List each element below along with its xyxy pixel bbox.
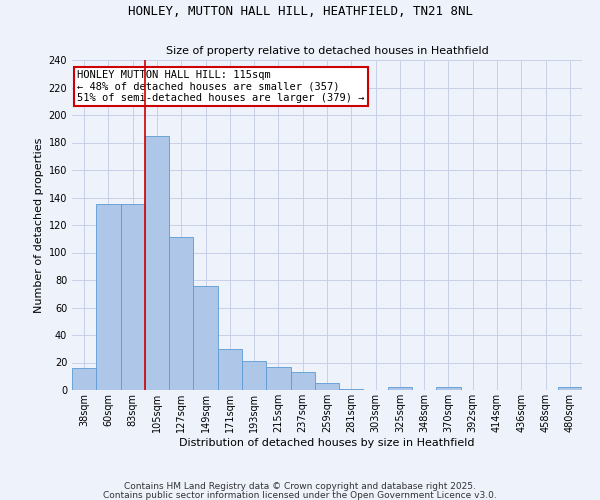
Bar [558, 387, 582, 390]
Text: HONLEY, MUTTON HALL HILL, HEATHFIELD, TN21 8NL: HONLEY, MUTTON HALL HILL, HEATHFIELD, TN… [128, 5, 473, 18]
X-axis label: Distribution of detached houses by size in Heathfield: Distribution of detached houses by size … [179, 438, 475, 448]
Bar [169, 238, 193, 390]
Bar [145, 136, 169, 390]
Text: Contains public sector information licensed under the Open Government Licence v3: Contains public sector information licen… [103, 490, 497, 500]
Bar [388, 387, 412, 390]
Bar [72, 368, 96, 390]
Y-axis label: Number of detached properties: Number of detached properties [34, 138, 44, 312]
Bar [96, 204, 121, 390]
Bar [121, 204, 145, 390]
Bar [266, 366, 290, 390]
Bar [242, 361, 266, 390]
Bar [436, 387, 461, 390]
Bar [193, 286, 218, 390]
Title: Size of property relative to detached houses in Heathfield: Size of property relative to detached ho… [166, 46, 488, 56]
Text: HONLEY MUTTON HALL HILL: 115sqm
← 48% of detached houses are smaller (357)
51% o: HONLEY MUTTON HALL HILL: 115sqm ← 48% of… [77, 70, 365, 103]
Bar [339, 388, 364, 390]
Bar [218, 349, 242, 390]
Bar [290, 372, 315, 390]
Text: Contains HM Land Registry data © Crown copyright and database right 2025.: Contains HM Land Registry data © Crown c… [124, 482, 476, 491]
Bar [315, 383, 339, 390]
